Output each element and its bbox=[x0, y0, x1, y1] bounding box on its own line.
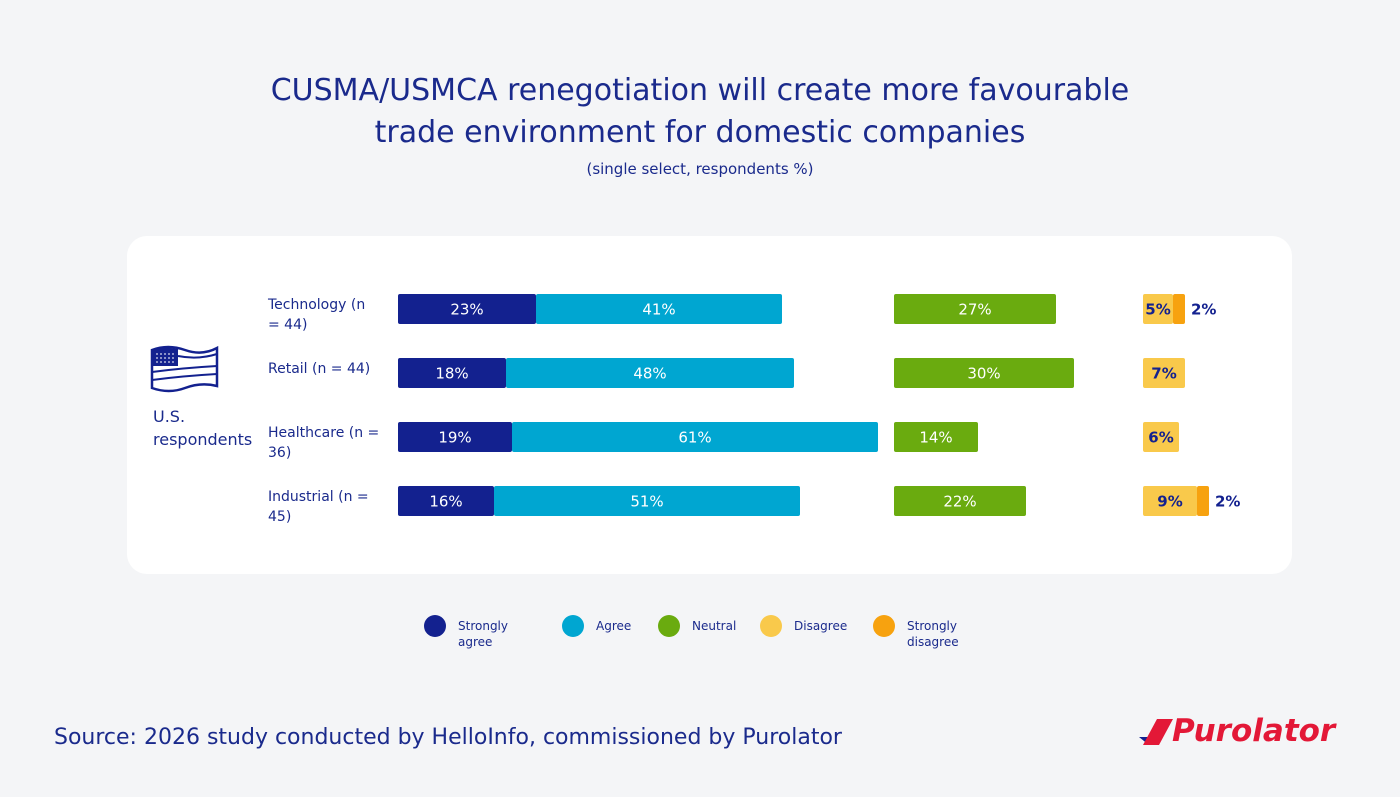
legend-swatch bbox=[658, 615, 680, 637]
bar bbox=[494, 486, 800, 516]
legend-label: Strongly disagree bbox=[907, 619, 959, 649]
category-label: Industrial (n = 45) bbox=[268, 489, 369, 525]
value-label: 27% bbox=[958, 301, 991, 319]
value-label: 51% bbox=[630, 493, 663, 511]
legend-swatch bbox=[873, 615, 895, 637]
bar bbox=[398, 422, 512, 452]
category-label: Healthcare (n = 36) bbox=[268, 425, 380, 461]
legend-label: Neutral bbox=[692, 619, 737, 633]
bar bbox=[512, 422, 878, 452]
value-label: 6% bbox=[1148, 429, 1173, 447]
bar bbox=[506, 358, 794, 388]
chart-title: CUSMA/USMCA renegotiation will create mo… bbox=[270, 73, 1130, 150]
legend-label: Strongly agree bbox=[458, 619, 508, 649]
legend-swatch bbox=[760, 615, 782, 637]
legend-swatch bbox=[424, 615, 446, 637]
value-label: 23% bbox=[450, 301, 483, 319]
value-label: 14% bbox=[919, 429, 952, 447]
bar bbox=[536, 294, 782, 324]
value-label: 19% bbox=[438, 429, 471, 447]
value-label: 41% bbox=[642, 301, 675, 319]
source: Source: 2026 study conducted by HelloInf… bbox=[54, 725, 842, 750]
value-label: 2% bbox=[1191, 301, 1216, 319]
logo-mark bbox=[1139, 719, 1173, 745]
bar bbox=[894, 422, 978, 452]
value-label: 2% bbox=[1215, 493, 1240, 511]
bar bbox=[894, 358, 1074, 388]
value-label: 22% bbox=[943, 493, 976, 511]
bar bbox=[398, 294, 536, 324]
bar bbox=[1197, 486, 1209, 516]
category-label: Technology (n = 44) bbox=[268, 297, 366, 333]
bar bbox=[1173, 294, 1185, 324]
bar bbox=[1143, 486, 1197, 516]
bar bbox=[398, 358, 506, 388]
value-label: 18% bbox=[435, 365, 468, 383]
flag-icon bbox=[150, 345, 219, 393]
bar bbox=[1143, 422, 1179, 452]
group-label: U.S. respondents bbox=[153, 407, 253, 449]
value-label: 16% bbox=[429, 493, 462, 511]
card bbox=[127, 236, 1292, 574]
legend-label: Agree bbox=[596, 619, 632, 633]
value-label: 48% bbox=[633, 365, 666, 383]
value-label: 61% bbox=[678, 429, 711, 447]
legend-swatch bbox=[562, 615, 584, 637]
chart-subtitle: (single select, respondents %) bbox=[586, 160, 814, 178]
legend-label: Disagree bbox=[794, 619, 848, 633]
category-label: Retail (n = 44) bbox=[268, 361, 371, 377]
bar bbox=[894, 294, 1056, 324]
bar bbox=[894, 486, 1026, 516]
value-label: 7% bbox=[1151, 365, 1176, 383]
value-label: 30% bbox=[967, 365, 1000, 383]
value-label: 5% bbox=[1145, 301, 1170, 319]
value-label: 9% bbox=[1157, 493, 1182, 511]
bar bbox=[398, 486, 494, 516]
logo: Purolator bbox=[1172, 713, 1336, 749]
bar bbox=[1143, 358, 1185, 388]
bar bbox=[1143, 294, 1173, 324]
